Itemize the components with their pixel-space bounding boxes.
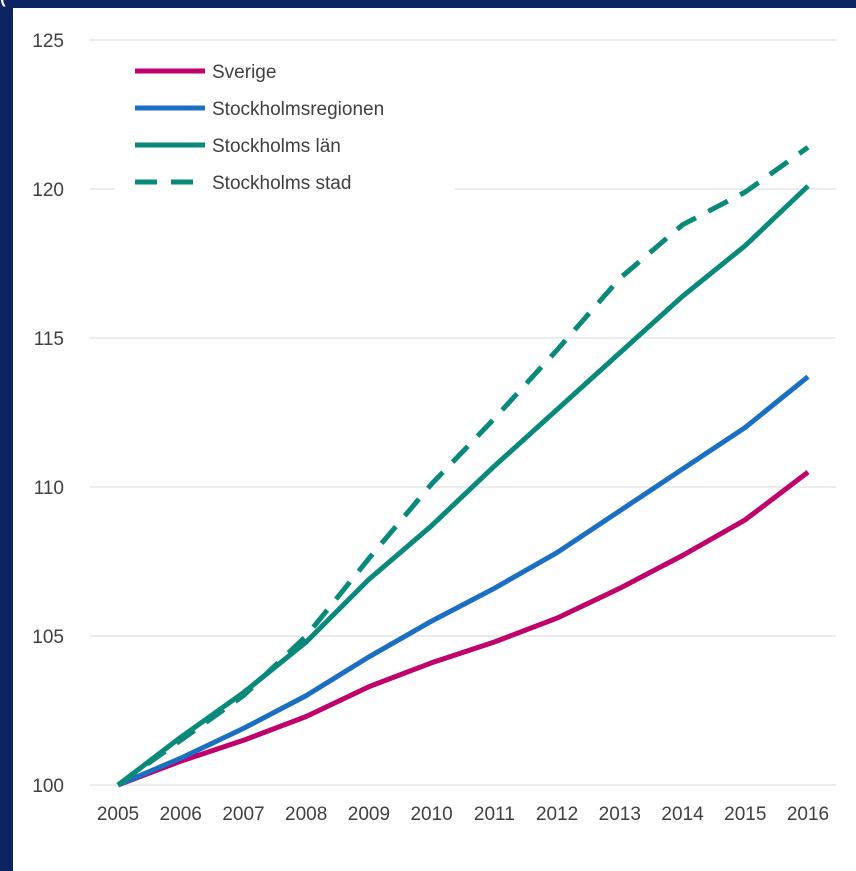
x-tick-label: 2008 xyxy=(285,804,327,825)
series-lines xyxy=(116,145,810,788)
x-tick-label: 2013 xyxy=(599,804,641,825)
top-caption: ( xyxy=(0,0,400,8)
y-tick-label: 120 xyxy=(32,180,64,201)
y-axis-ticks: 100 105 110 115 120 125 xyxy=(32,31,64,797)
series-line-stockholmsregionen xyxy=(117,374,810,788)
x-tick-label: 2007 xyxy=(222,804,264,825)
y-tick-label: 110 xyxy=(34,478,64,499)
x-tick-label: 2011 xyxy=(474,804,515,825)
x-axis-ticks: 2005 2006 2007 2008 2009 2010 2011 2012 2013 2014… xyxy=(97,804,829,825)
y-tick-label: 125 xyxy=(32,31,64,52)
legend-label: Stockholms län xyxy=(212,136,341,157)
x-tick-label: 2014 xyxy=(661,804,704,825)
series-line-sverige xyxy=(117,470,810,788)
series-line-stockholms-län xyxy=(116,184,810,787)
x-tick-label: 2009 xyxy=(348,804,390,825)
legend-label: Stockholmsregionen xyxy=(212,99,384,120)
x-tick-label: 2015 xyxy=(724,804,766,825)
y-tick-label: 100 xyxy=(32,776,64,797)
x-tick-label: 2016 xyxy=(787,804,829,825)
x-tick-label: 2012 xyxy=(536,804,578,825)
x-tick-label: 2006 xyxy=(160,804,202,825)
series-line-stockholms-stad xyxy=(116,145,810,788)
legend-label: Stockholms stad xyxy=(212,173,351,194)
legend-label: Sverige xyxy=(212,62,276,83)
gridlines xyxy=(90,39,836,786)
x-tick-label: 2005 xyxy=(97,804,139,825)
y-tick-label: 105 xyxy=(32,627,64,648)
x-tick-label: 2010 xyxy=(410,804,452,825)
y-tick-label: 115 xyxy=(34,329,64,350)
legend: Sverige Stockholmsregionen Stockholms län S… xyxy=(115,48,455,208)
